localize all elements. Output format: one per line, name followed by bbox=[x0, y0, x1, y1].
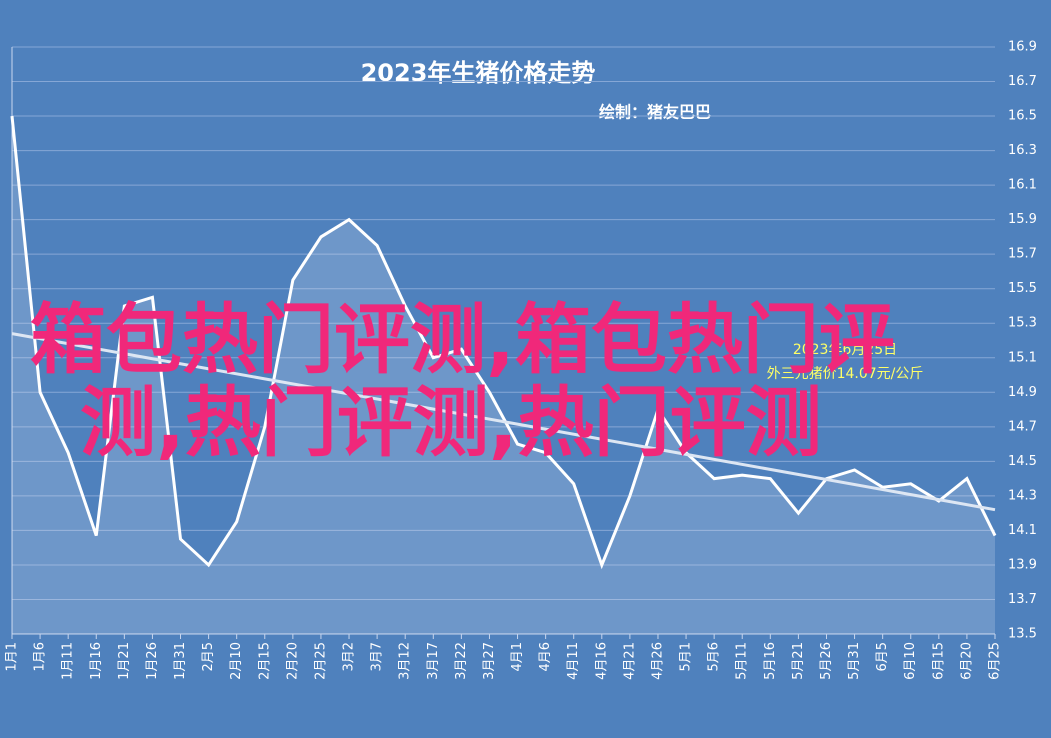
x-tick-label: 5月1 bbox=[679, 642, 694, 672]
y-tick-label: 15.5 bbox=[1008, 281, 1037, 296]
y-tick-label: 13.5 bbox=[1008, 627, 1037, 642]
y-tick-label: 16.1 bbox=[1008, 178, 1037, 193]
x-tick-label: 3月7 bbox=[370, 642, 385, 672]
x-tick-label: 4月21 bbox=[622, 642, 637, 680]
y-tick-label: 15.1 bbox=[1008, 350, 1037, 365]
x-tick-label: 4月26 bbox=[650, 642, 665, 680]
x-tick-label: 3月2 bbox=[342, 642, 357, 672]
x-tick-label: 2月25 bbox=[313, 642, 328, 680]
y-tick-label: 16.3 bbox=[1008, 143, 1037, 158]
x-tick-label: 6月20 bbox=[959, 642, 974, 680]
y-tick-label: 15.7 bbox=[1008, 247, 1037, 262]
x-tick-label: 4月16 bbox=[594, 642, 609, 680]
x-tick-label: 5月31 bbox=[847, 642, 862, 680]
y-tick-label: 13.9 bbox=[1008, 557, 1037, 572]
y-tick-label: 16.9 bbox=[1008, 40, 1037, 55]
x-tick-label: 4月11 bbox=[566, 642, 581, 680]
x-tick-label: 4月1 bbox=[510, 642, 525, 672]
trendline bbox=[11, 332, 996, 512]
x-tick-label: 6月25 bbox=[988, 642, 1003, 680]
y-tick-label: 13.7 bbox=[1008, 592, 1037, 607]
x-tick-label: 3月12 bbox=[398, 642, 413, 680]
x-tick-label: 1月26 bbox=[145, 642, 160, 680]
x-tick-label: 5月21 bbox=[791, 642, 806, 680]
x-tick-label: 3月27 bbox=[482, 642, 497, 680]
chart-subtitle: 绘制：猪友巴巴 bbox=[599, 103, 711, 122]
x-tick-label: 2月5 bbox=[201, 642, 216, 672]
y-tick-label: 14.1 bbox=[1008, 523, 1037, 538]
x-tick-label: 1月6 bbox=[33, 642, 48, 672]
annotation: 外三元猪价14.07元/公斤 bbox=[767, 366, 924, 382]
x-tick-label: 6月10 bbox=[903, 642, 918, 680]
y-tick-label: 15.9 bbox=[1008, 212, 1037, 227]
chart-title: 2023年生猪价格走势 bbox=[361, 59, 596, 87]
y-tick-label: 15.3 bbox=[1008, 316, 1037, 331]
y-tick-label: 16.5 bbox=[1008, 109, 1037, 124]
x-tick-label: 3月17 bbox=[426, 642, 441, 680]
x-tick-label: 5月16 bbox=[763, 642, 778, 680]
x-tick-label: 1月11 bbox=[61, 642, 76, 680]
x-tick-label: 1月16 bbox=[89, 642, 104, 680]
y-tick-label: 14.7 bbox=[1008, 419, 1037, 434]
y-tick-label: 14.9 bbox=[1008, 385, 1037, 400]
watermark: 测,热门评测,热门评测 bbox=[80, 378, 822, 467]
x-tick-label: 2月20 bbox=[285, 642, 300, 680]
y-tick-label: 14.3 bbox=[1008, 488, 1037, 503]
x-tick-label: 4月6 bbox=[538, 642, 553, 672]
line bbox=[10, 115, 997, 570]
x-tick-label: 2月15 bbox=[257, 642, 272, 680]
watermark: 箱包热门评测,箱包热门评 bbox=[30, 295, 895, 384]
x-tick-label: 2月10 bbox=[229, 642, 244, 680]
x-tick-label: 5月26 bbox=[819, 642, 834, 680]
annotation: 2023年6月25日 bbox=[793, 342, 897, 358]
y-tick-label: 16.7 bbox=[1008, 74, 1037, 89]
y-tick-label: 14.5 bbox=[1008, 454, 1037, 469]
x-tick-label: 6月15 bbox=[931, 642, 946, 680]
x-tick-label: 6月5 bbox=[875, 642, 890, 672]
x-tick-label: 3月22 bbox=[454, 642, 469, 680]
x-tick-label: 1月21 bbox=[117, 642, 132, 680]
x-tick-label: 5月11 bbox=[735, 642, 750, 680]
area bbox=[12, 116, 995, 634]
x-tick-label: 1月31 bbox=[173, 642, 188, 680]
x-tick-label: 1月1 bbox=[5, 642, 20, 672]
x-tick-label: 5月6 bbox=[707, 642, 722, 672]
